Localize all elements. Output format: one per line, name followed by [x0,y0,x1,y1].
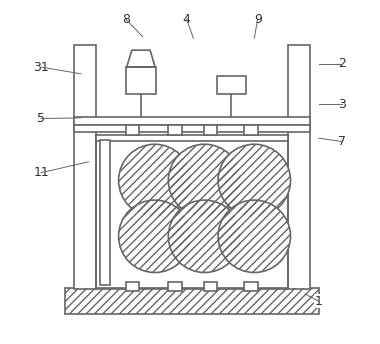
Bar [244,125,258,135]
Bar [126,67,156,94]
Text: 11: 11 [33,166,49,179]
Bar [74,117,310,125]
Text: 4: 4 [183,12,190,25]
Circle shape [168,200,241,272]
Bar [204,125,217,135]
Bar [288,45,310,289]
Text: 9: 9 [254,12,261,25]
Circle shape [119,200,191,272]
Bar [244,282,258,291]
Bar [204,282,217,291]
Text: 2: 2 [338,57,346,70]
Bar [74,125,310,132]
Text: 5: 5 [37,112,45,125]
Circle shape [119,144,191,217]
Circle shape [218,200,291,272]
Bar [100,140,111,286]
Text: 1: 1 [315,295,323,308]
Bar [168,282,182,291]
Text: 7: 7 [338,135,346,148]
Bar [126,125,139,135]
Bar [168,125,182,135]
Text: 8: 8 [122,12,130,25]
Bar [126,282,139,291]
Text: 31: 31 [33,61,49,74]
Circle shape [168,144,241,217]
Text: 3: 3 [338,98,346,111]
Bar [96,135,288,141]
Bar [74,45,96,289]
Bar [65,288,318,314]
Bar [217,76,246,94]
Bar [65,288,318,314]
Circle shape [218,144,291,217]
